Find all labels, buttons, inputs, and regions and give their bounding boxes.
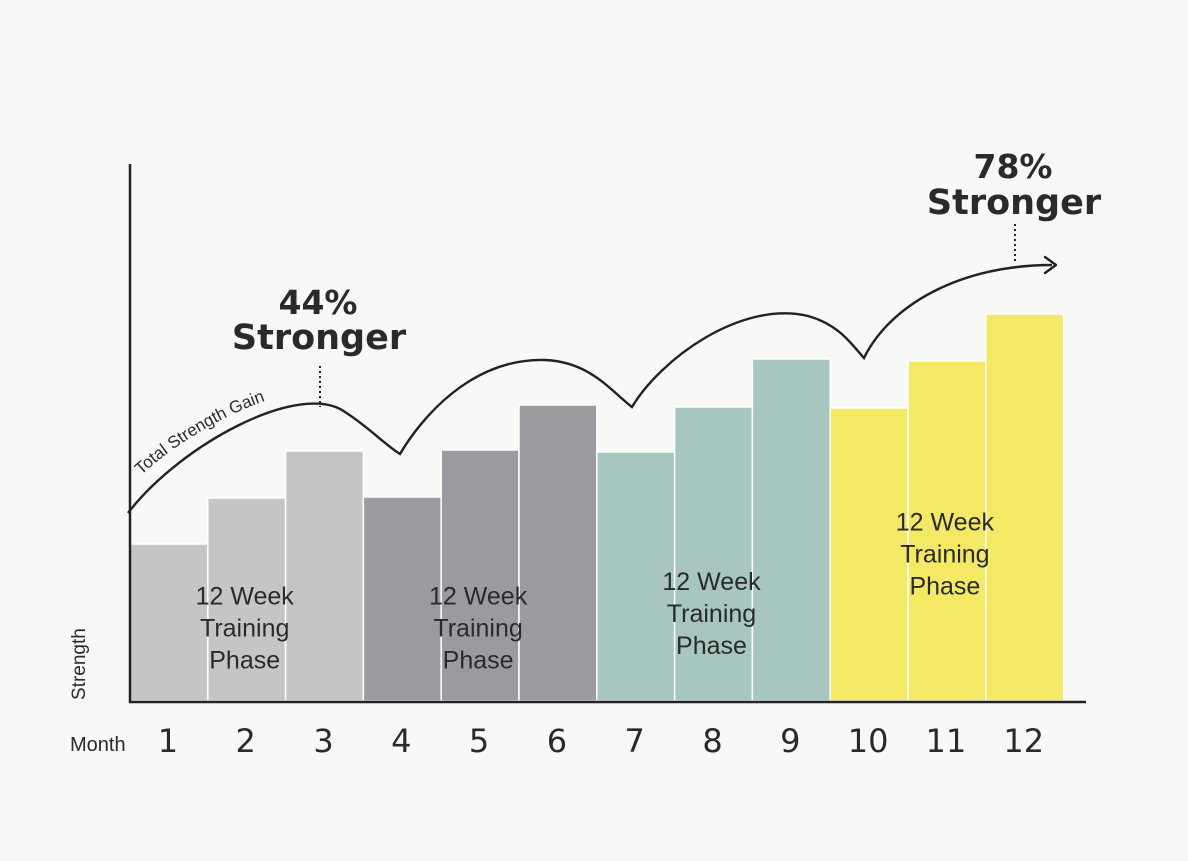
x-tick-label: 10 <box>848 722 889 760</box>
phase-label-line: Training <box>667 600 756 628</box>
phase-label-line: Phase <box>909 573 980 601</box>
bar-month-4 <box>362 496 442 702</box>
x-tick-label: 6 <box>547 722 567 760</box>
annotation-44-label: Stronger <box>232 318 407 358</box>
bar-month-3 <box>284 450 365 702</box>
x-tick-label: 5 <box>469 722 489 760</box>
bar-month-7 <box>596 451 676 702</box>
x-tick-label: 7 <box>625 722 645 760</box>
bar-month-2 <box>207 497 287 702</box>
annotation-78-label: Stronger <box>927 183 1102 223</box>
trend-arrowhead-icon <box>1043 255 1058 275</box>
total-strength-gain-curve <box>127 263 1053 514</box>
x-tick-labels: 1 2 3 4 5 6 7 8 9 10 11 12 <box>158 722 1044 760</box>
bars-layer <box>129 313 1065 702</box>
bar-month-8 <box>673 406 754 702</box>
x-tick-label: 3 <box>313 722 333 760</box>
phase-label-line: Phase <box>676 632 747 660</box>
bar-month-5 <box>440 449 520 702</box>
phase-label-line: 12 Week <box>196 583 295 611</box>
phase-label-line: Phase <box>443 647 514 675</box>
phase-labels-layer: 12 Week Training Phase 12 Week Training Phase… <box>196 509 995 675</box>
bar-month-9 <box>751 358 831 702</box>
phase-label-line: Training <box>900 541 989 569</box>
annotation-44-percent: 44% <box>279 283 358 322</box>
bar-month-10 <box>829 407 909 702</box>
y-axis-label: Strength <box>69 628 90 700</box>
phase-label-2: 12 Week Training Phase <box>429 583 528 675</box>
x-tick-label: 1 <box>158 722 178 760</box>
x-tick-label: 8 <box>702 722 722 760</box>
trend-curve-label: Total Strength Gain <box>131 387 267 479</box>
phase-label-line: 12 Week <box>429 583 528 611</box>
x-tick-label: 11 <box>926 722 967 760</box>
phase-label-line: 12 Week <box>896 509 995 537</box>
bar-month-1 <box>129 543 209 702</box>
phase-label-line: Phase <box>209 647 280 675</box>
x-tick-label: 2 <box>236 722 256 760</box>
bar-month-6 <box>518 404 598 702</box>
trend-curve-label-text: Total Strength Gain <box>131 387 267 479</box>
x-tick-label: 12 <box>1003 722 1044 760</box>
x-axis-label: Month <box>70 734 126 756</box>
bar-month-12 <box>985 313 1065 702</box>
phase-label-line: 12 Week <box>662 568 761 596</box>
phase-label-line: Training <box>433 615 522 643</box>
phase-label-line: Training <box>200 615 289 643</box>
annotation-78-percent: 78% <box>974 147 1053 186</box>
phase-label-1: 12 Week Training Phase <box>196 583 295 675</box>
phase-label-3: 12 Week Training Phase <box>662 568 761 660</box>
phase-label-4: 12 Week Training Phase <box>896 509 995 601</box>
bar-month-11 <box>907 360 987 702</box>
x-tick-label: 4 <box>391 722 411 760</box>
x-tick-label: 9 <box>780 722 800 760</box>
